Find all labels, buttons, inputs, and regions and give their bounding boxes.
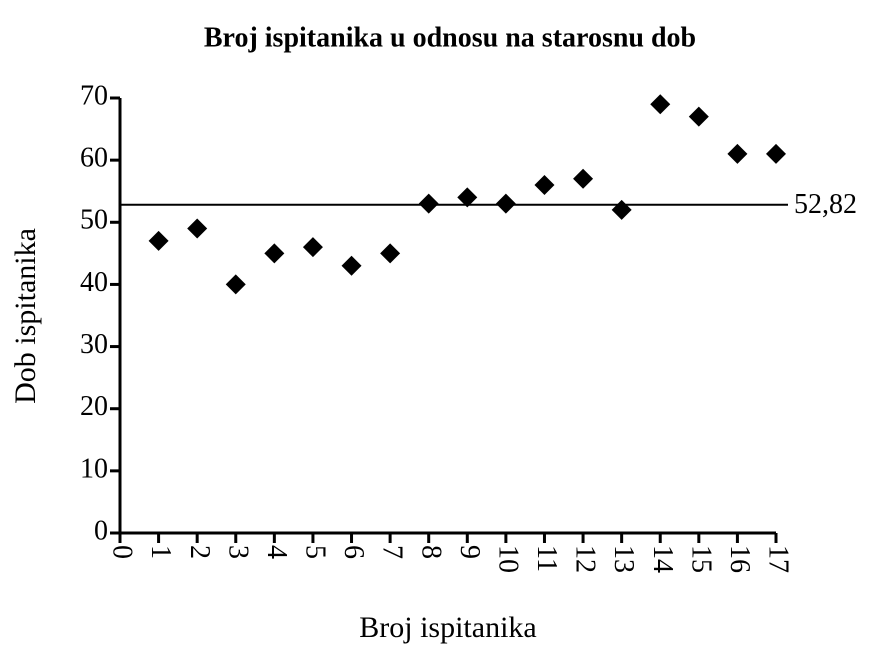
x-tick-label: 14 (647, 545, 678, 573)
point (225, 274, 246, 295)
point (302, 237, 323, 258)
point (727, 143, 748, 164)
y-tick-label: 10 (80, 453, 108, 484)
y-tick-label: 40 (80, 267, 108, 298)
point (187, 218, 208, 239)
point (148, 230, 169, 251)
x-tick-label: 6 (338, 545, 369, 559)
x-tick-label: 13 (608, 545, 639, 573)
x-tick-label: 10 (492, 545, 523, 573)
point (766, 143, 786, 164)
x-axis-label: Broj ispitanika (359, 611, 536, 644)
x-tick-label: 15 (685, 545, 716, 573)
chart-title: Broj ispitanika u odnosu na starosnu dob (204, 22, 696, 53)
x-tick-label: 7 (377, 545, 408, 559)
x-tick-label: 5 (300, 545, 331, 559)
x-tick-label: 16 (724, 545, 755, 573)
x-tick-label: 9 (454, 545, 485, 559)
x-tick-label: 11 (531, 545, 562, 572)
x-tick-label: 1 (145, 545, 176, 559)
point (380, 243, 401, 264)
y-tick-label: 60 (80, 143, 108, 174)
x-tick-label: 2 (184, 545, 215, 559)
x-tick-label: 0 (107, 545, 138, 559)
x-tick-label: 12 (570, 545, 601, 573)
y-axis-label: Dob ispitanika (9, 228, 42, 404)
x-tick-label: 3 (222, 545, 253, 559)
point (264, 243, 285, 264)
point (418, 193, 439, 214)
y-tick-label: 70 (80, 80, 108, 111)
point (495, 193, 516, 214)
point (341, 255, 362, 276)
point (573, 168, 594, 189)
point (611, 199, 632, 220)
y-tick-label: 20 (80, 391, 108, 422)
point (457, 187, 478, 208)
y-tick-label: 0 (94, 515, 108, 546)
mean-label: 52,82 (794, 189, 857, 220)
y-tick-label: 50 (80, 205, 108, 236)
x-tick-label: 8 (415, 545, 446, 559)
point (650, 94, 671, 115)
point (688, 106, 709, 127)
y-tick-label: 30 (80, 329, 108, 360)
x-tick-label: 4 (261, 545, 292, 559)
x-tick-label: 17 (763, 545, 794, 573)
point (534, 175, 555, 195)
